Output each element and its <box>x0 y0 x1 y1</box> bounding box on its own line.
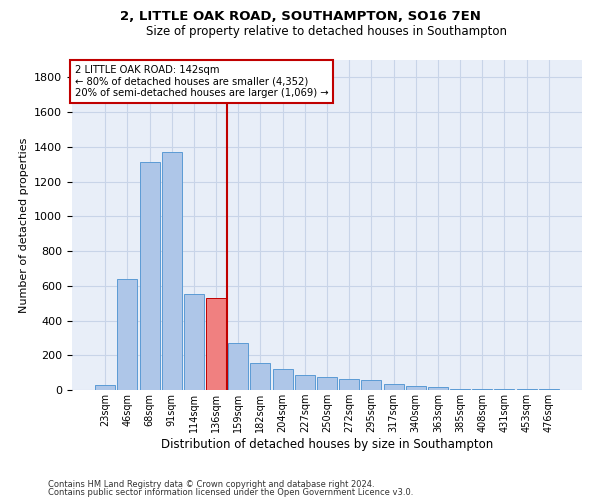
Bar <box>406 386 426 390</box>
Bar <box>317 377 337 390</box>
Bar <box>140 162 160 390</box>
Bar <box>428 388 448 390</box>
X-axis label: Distribution of detached houses by size in Southampton: Distribution of detached houses by size … <box>161 438 493 451</box>
Text: 2, LITTLE OAK ROAD, SOUTHAMPTON, SO16 7EN: 2, LITTLE OAK ROAD, SOUTHAMPTON, SO16 7E… <box>119 10 481 23</box>
Bar <box>295 375 315 390</box>
Bar <box>118 279 137 390</box>
Text: 2 LITTLE OAK ROAD: 142sqm
← 80% of detached houses are smaller (4,352)
20% of se: 2 LITTLE OAK ROAD: 142sqm ← 80% of detac… <box>74 65 328 98</box>
Y-axis label: Number of detached properties: Number of detached properties <box>19 138 29 312</box>
Bar <box>272 369 293 390</box>
Bar <box>383 384 404 390</box>
Bar <box>184 294 204 390</box>
Bar <box>339 378 359 390</box>
Bar <box>162 152 182 390</box>
Text: Contains HM Land Registry data © Crown copyright and database right 2024.: Contains HM Land Registry data © Crown c… <box>48 480 374 489</box>
Bar <box>228 343 248 390</box>
Bar <box>206 298 226 390</box>
Text: Contains public sector information licensed under the Open Government Licence v3: Contains public sector information licen… <box>48 488 413 497</box>
Bar <box>472 389 492 390</box>
Bar <box>450 388 470 390</box>
Bar <box>95 385 115 390</box>
Bar <box>250 363 271 390</box>
Title: Size of property relative to detached houses in Southampton: Size of property relative to detached ho… <box>146 25 508 38</box>
Bar <box>361 380 382 390</box>
